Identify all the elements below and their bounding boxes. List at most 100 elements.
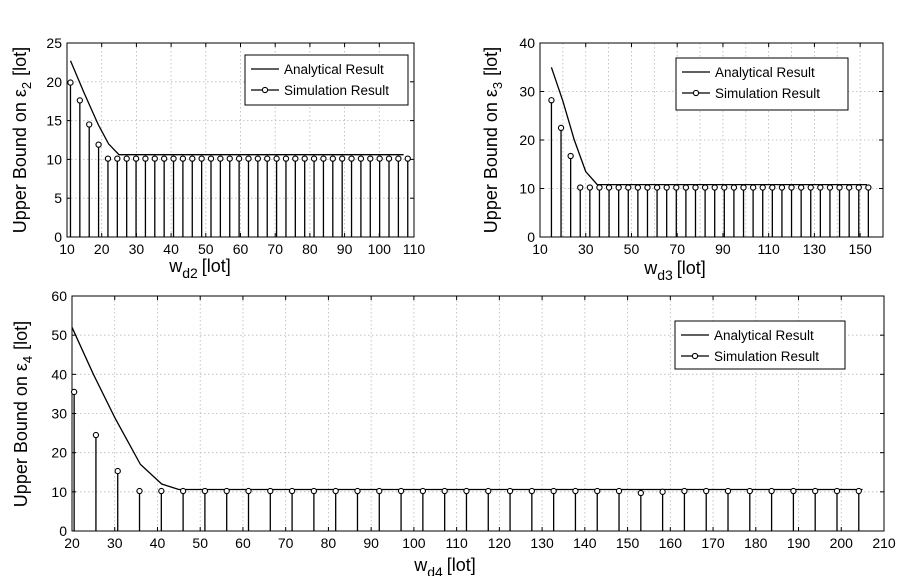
legend-label: Simulation Result: [715, 86, 820, 101]
x-axis-label: wd4 [lot]: [413, 555, 476, 576]
y-tick-label: 0: [59, 523, 67, 539]
simulation-marker: [812, 487, 819, 495]
simulation-marker: [404, 155, 411, 162]
y-tick-label: 15: [46, 113, 62, 129]
y-tick-label: 20: [51, 445, 67, 461]
simulation-marker: [557, 124, 565, 132]
simulation-marker: [681, 487, 688, 495]
simulation-marker: [528, 487, 535, 495]
x-axis-label-unit: [lot]: [447, 555, 476, 575]
y-tick-label: 40: [51, 366, 67, 382]
x-tick-label: 50: [198, 241, 214, 257]
simulation-marker: [615, 487, 623, 495]
simulation-marker: [644, 184, 651, 191]
simulation-marker: [701, 184, 709, 191]
simulation-marker: [746, 487, 753, 495]
x-tick-label: 160: [659, 535, 683, 551]
legend-label: Simulation Result: [284, 83, 389, 98]
x-axis-label-sub: d3: [657, 267, 673, 283]
y-tick-label: 20: [519, 132, 535, 148]
simulation-marker: [226, 155, 233, 162]
simulation-marker: [339, 155, 346, 162]
simulation-marker: [76, 97, 83, 104]
x-axis-label-main: w: [168, 256, 183, 276]
x-tick-label: 60: [233, 241, 249, 257]
simulation-marker: [673, 184, 680, 191]
simulation-marker: [605, 184, 613, 191]
simulation-marker: [625, 184, 632, 191]
simulation-marker: [817, 184, 824, 191]
simulation-marker: [282, 155, 290, 162]
simulation-marker: [721, 184, 728, 191]
legend-box: [244, 54, 409, 106]
simulation-marker: [567, 152, 574, 160]
y-axis-label-main: Upper Bound on ε: [10, 89, 30, 233]
y-axis-label: Upper Bound on ε3 [lot]: [481, 47, 505, 233]
simulation-marker: [577, 184, 584, 191]
y-axis-label-sub: 4: [20, 356, 35, 363]
simulation-marker: [273, 155, 280, 162]
simulation-marker: [92, 431, 100, 439]
simulation-marker: [615, 184, 622, 191]
legend-label: Analytical Result: [714, 328, 814, 343]
chart-epsilon-4: 20 30 40 50 60 70 80 90 100 110 120 130 140 150 160 170…: [11, 288, 896, 576]
simulation-marker: [441, 487, 448, 495]
y-tick-label: 5: [54, 190, 62, 206]
simulation-marker: [198, 155, 205, 162]
simulation-marker: [833, 487, 841, 495]
x-tick-label: 130: [803, 241, 827, 257]
x-tick-label: 170: [701, 535, 725, 551]
x-tick-label: 30: [129, 241, 145, 257]
simulation-marker: [376, 155, 383, 162]
simulation-marker: [179, 487, 187, 495]
x-tick-label: 140: [573, 535, 597, 551]
x-tick-label: 130: [530, 535, 554, 551]
x-tick-label: 110: [758, 241, 781, 257]
x-tick-label: 90: [715, 241, 731, 257]
simulation-marker: [548, 97, 555, 104]
x-tick-label: 30: [107, 535, 123, 551]
y-axis-label: Upper Bound on ε4 [lot]: [11, 321, 35, 507]
x-axis-label-sub: d4: [427, 564, 443, 576]
y-tick-label: 50: [51, 327, 67, 343]
simulation-marker: [245, 487, 252, 495]
y-tick-label: 20: [46, 74, 62, 90]
x-tick-label: 60: [235, 535, 251, 551]
analytical-result-line: [550, 67, 867, 186]
simulation-marker: [267, 487, 274, 495]
x-tick-label: 30: [578, 241, 594, 257]
simulation-marker: [310, 155, 318, 162]
simulation-marker: [550, 487, 557, 495]
simulation-marker: [826, 184, 834, 191]
simulation-marker: [659, 488, 666, 495]
y-tick-label: 30: [51, 406, 67, 422]
simulation-marker: [320, 155, 327, 162]
simulation-marker: [572, 487, 579, 495]
simulation-marker: [730, 184, 738, 191]
simulation-marker: [245, 155, 252, 162]
x-tick-label: 100: [368, 241, 392, 257]
simulation-marker: [86, 121, 93, 128]
x-tick-label: 90: [363, 535, 379, 551]
y-axis-label-sub: 3: [490, 82, 505, 89]
x-tick-label: 20: [94, 241, 110, 257]
simulation-marker: [740, 184, 747, 191]
simulation-marker: [778, 184, 786, 191]
simulation-marker: [136, 487, 143, 495]
simulation-marker: [463, 487, 470, 495]
y-tick-label: 0: [527, 229, 535, 245]
x-tick-label: 200: [830, 535, 854, 551]
analytical-result-line: [71, 327, 863, 491]
y-axis-label-main: Upper Bound on ε: [11, 363, 31, 507]
simulation-marker: [292, 155, 299, 162]
simulation-marker: [855, 184, 862, 191]
simulation-marker: [151, 155, 158, 162]
legend-label: Analytical Result: [715, 65, 815, 80]
simulation-marker: [114, 155, 121, 162]
x-tick-label: 50: [192, 535, 208, 551]
y-axis-label-sub: 2: [19, 82, 34, 89]
legend-label: Simulation Result: [714, 349, 819, 364]
x-axis-label-unit: [lot]: [677, 258, 706, 278]
y-tick-label: 10: [519, 181, 535, 197]
